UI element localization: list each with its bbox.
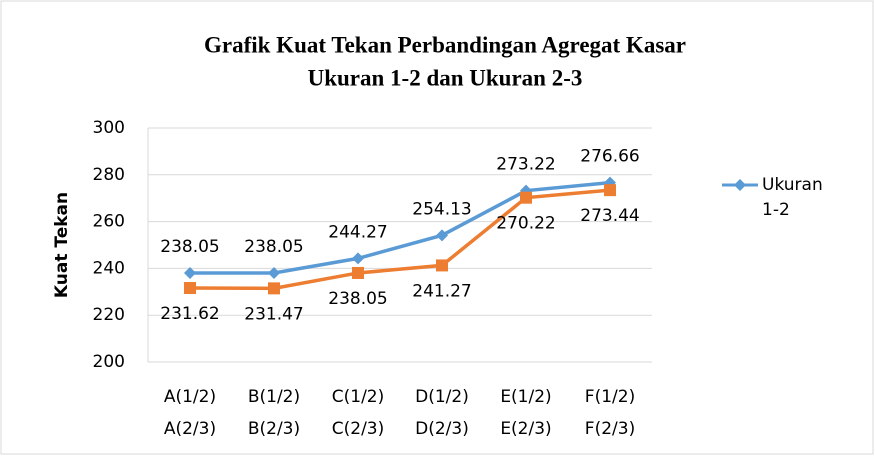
series-line xyxy=(189,188,611,291)
data-label: 254.13 xyxy=(412,199,471,219)
x-tick-label: C(2/3) xyxy=(332,419,385,439)
x-tick-label: A(2/3) xyxy=(164,419,216,439)
data-label: 276.66 xyxy=(580,147,639,167)
y-tick-label: 240 xyxy=(93,258,125,278)
point xyxy=(352,252,364,265)
chart-title: Grafik Kuat Tekan Perbandingan Agregat K… xyxy=(204,32,686,57)
data-label: 273.44 xyxy=(580,206,639,226)
x-tick-label: B(2/3) xyxy=(248,419,300,439)
chart-title: Ukuran 1-2 dan Ukuran 2-3 xyxy=(308,65,583,90)
point xyxy=(268,282,280,295)
x-tick-label: C(1/2) xyxy=(332,387,385,407)
data-label: 238.05 xyxy=(328,289,387,309)
legend-label: Ukuran 1-2 xyxy=(762,175,823,220)
data-label: 270.22 xyxy=(496,214,555,234)
point xyxy=(184,266,196,279)
point xyxy=(184,282,196,295)
x-tick-label: A(1/2) xyxy=(164,387,216,407)
y-axis-label: Kuat Tekan xyxy=(52,192,72,298)
data-label: 241.27 xyxy=(412,281,471,301)
data-label: 273.22 xyxy=(496,155,555,175)
x-tick-label: E(1/2) xyxy=(500,387,551,407)
series-line xyxy=(190,180,611,275)
point xyxy=(520,191,532,204)
x-tick-label: D(2/3) xyxy=(415,419,469,439)
data-label: 238.05 xyxy=(160,237,219,257)
x-tick-label: D(1/2) xyxy=(415,387,469,407)
point xyxy=(352,266,364,279)
y-tick-label: 300 xyxy=(93,118,125,138)
y-tick-label: 280 xyxy=(93,165,125,185)
y-tick-label: 260 xyxy=(93,212,125,232)
point xyxy=(604,184,616,197)
point xyxy=(436,259,448,272)
y-tick-label: 200 xyxy=(93,352,125,372)
data-label: 231.47 xyxy=(244,304,303,324)
data-label: 238.05 xyxy=(244,237,303,257)
data-label: 231.62 xyxy=(160,304,219,324)
point xyxy=(436,229,448,242)
x-tick-label: E(2/3) xyxy=(500,419,551,439)
legend-marker xyxy=(734,179,746,191)
x-tick-label: B(1/2) xyxy=(248,387,300,407)
x-tick-label: F(1/2) xyxy=(585,387,635,407)
x-tick-label: F(2/3) xyxy=(585,419,635,439)
point xyxy=(268,266,280,279)
data-label: 244.27 xyxy=(328,222,387,242)
y-tick-label: 220 xyxy=(93,305,125,325)
